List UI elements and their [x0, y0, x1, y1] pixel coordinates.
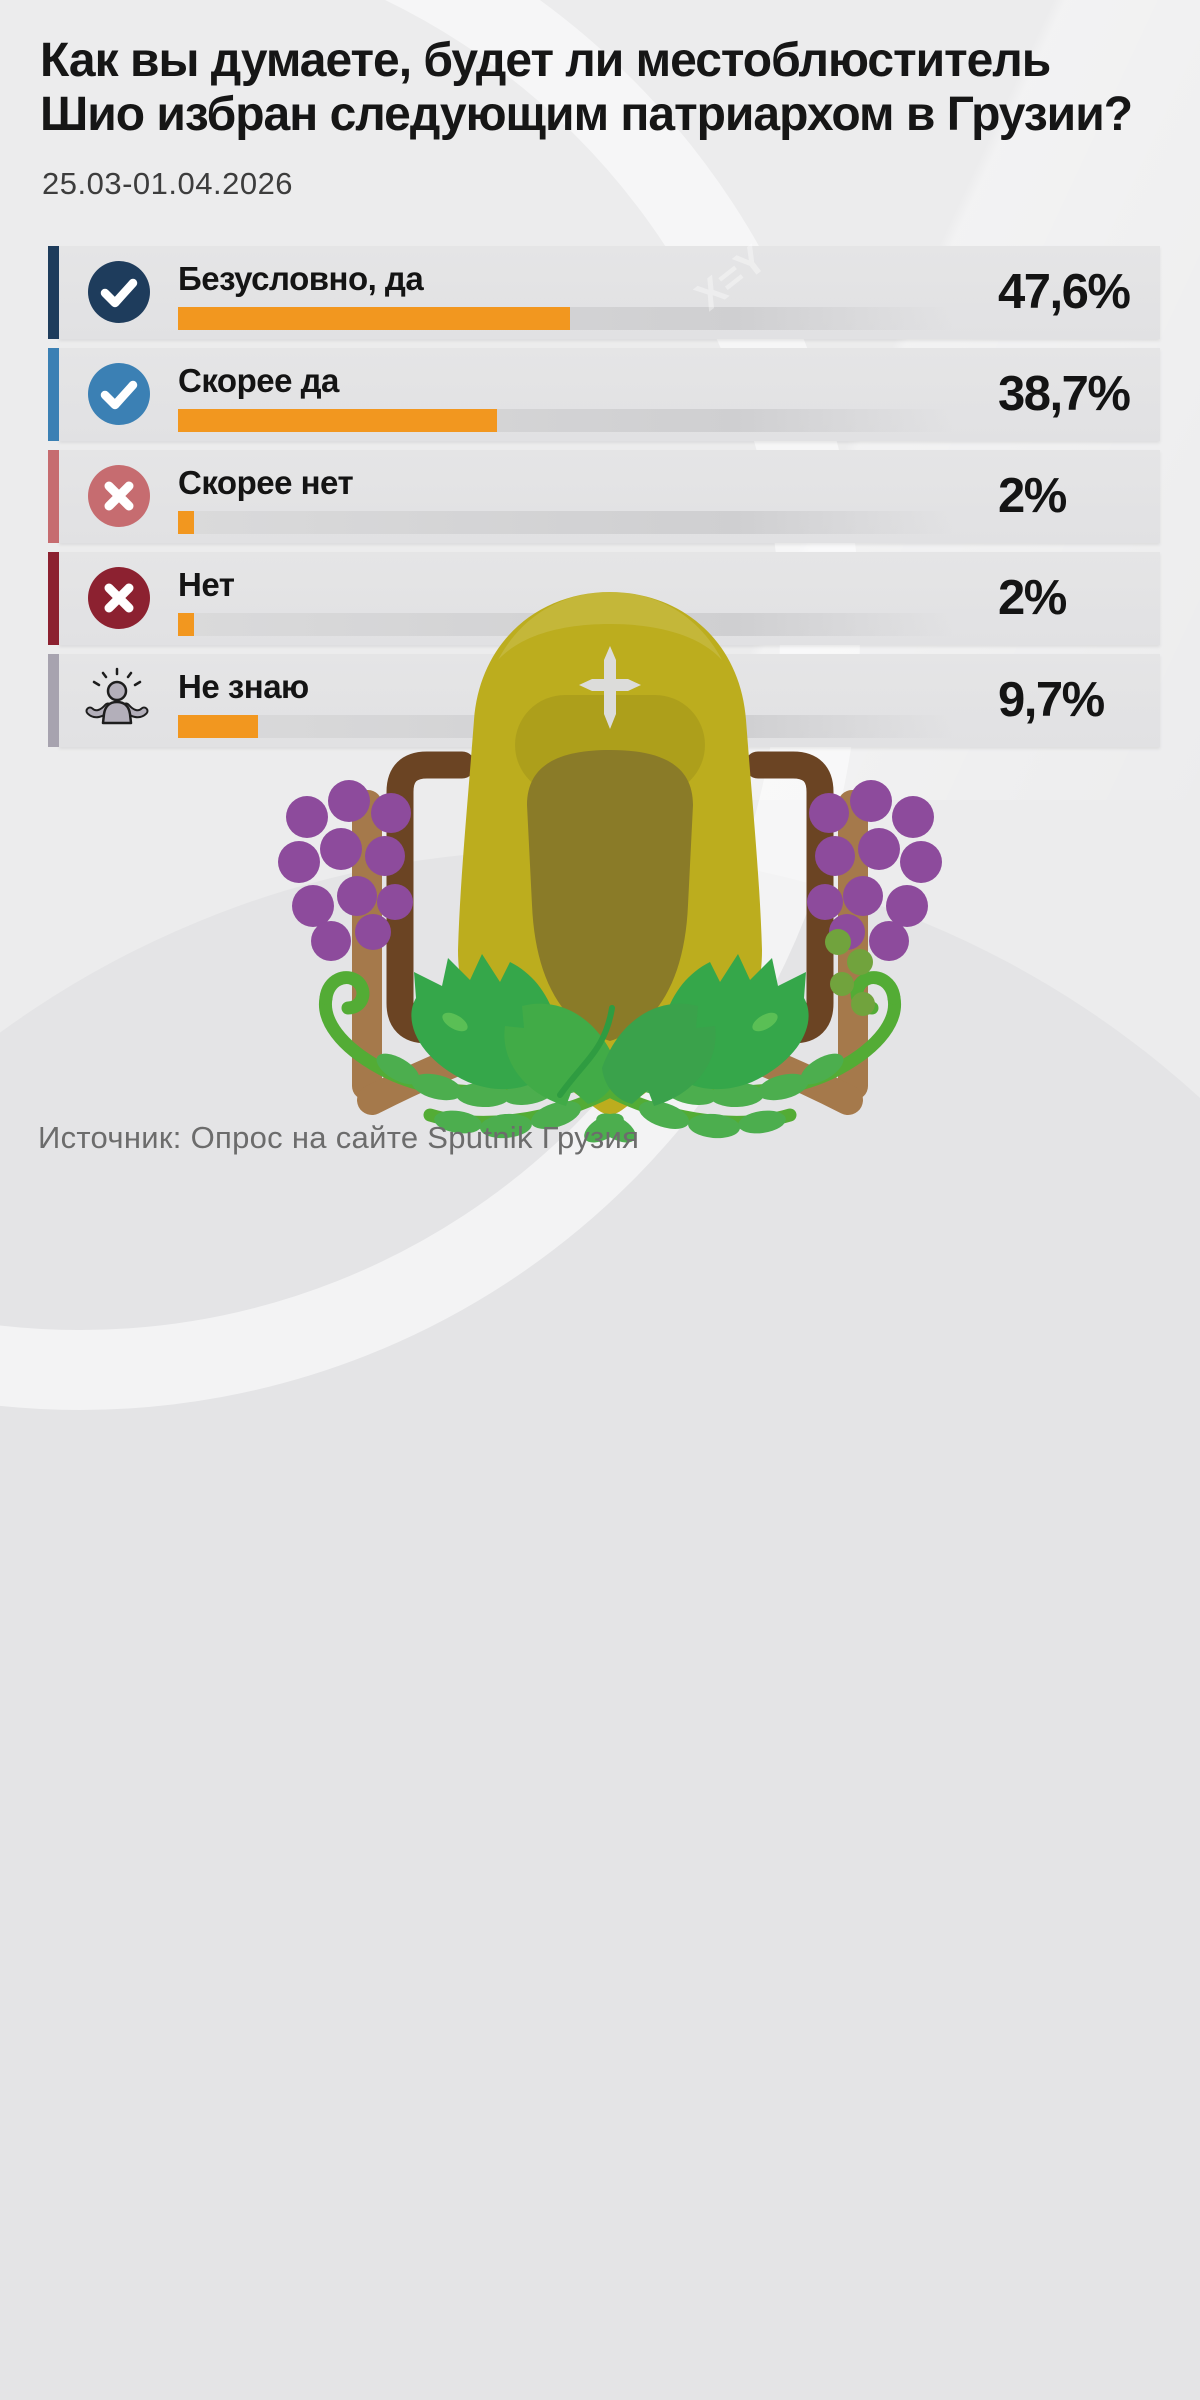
checkmark-icon — [88, 363, 150, 425]
answer-row-dont-know: Не знаю 9,7% — [40, 654, 1160, 747]
bar-fill — [178, 511, 195, 534]
row-accent-bar — [48, 450, 59, 543]
answer-percentage: 2% — [998, 469, 1067, 523]
bar-fill — [178, 307, 570, 330]
answer-label: Скорее да — [178, 362, 339, 399]
answer-label: Скорее нет — [178, 464, 354, 501]
bar-track — [178, 613, 953, 636]
bar-track — [178, 511, 953, 534]
answer-label: Безусловно, да — [178, 260, 424, 297]
row-accent-bar — [48, 246, 59, 339]
answer-row-definitely-yes: Безусловно, да 47,6% — [40, 246, 1160, 339]
poll-results-list: Безусловно, да 47,6% Скорее да 38,7% Ско… — [40, 246, 1160, 756]
shrug-icon — [85, 667, 149, 725]
answer-percentage: 9,7% — [998, 673, 1105, 727]
row-accent-bar — [48, 552, 59, 645]
answer-row-rather-yes: Скорее да 38,7% — [40, 348, 1160, 441]
answer-percentage: 47,6% — [998, 265, 1131, 319]
bar-track — [178, 307, 953, 330]
cross-icon — [88, 567, 150, 629]
answer-percentage: 38,7% — [998, 367, 1131, 421]
bar-fill — [178, 409, 497, 432]
source-caption: Источник: Опрос на сайте Sputnik Грузия — [38, 1120, 640, 1155]
bar-fill — [178, 613, 195, 636]
answer-percentage: 2% — [998, 571, 1067, 625]
page-title: Как вы думаете, будет ли местоблюститель… — [40, 34, 1133, 142]
row-accent-bar — [48, 348, 59, 441]
answer-row-no: Нет 2% — [40, 552, 1160, 645]
bar-fill — [178, 715, 258, 738]
answer-label: Не знаю — [178, 668, 309, 705]
answer-row-rather-no: Скорее нет 2% — [40, 450, 1160, 543]
date-range: 25.03-01.04.2026 — [42, 166, 294, 201]
cross-icon — [88, 465, 150, 527]
checkmark-icon — [88, 261, 150, 323]
bar-track — [178, 715, 953, 738]
bar-track — [178, 409, 953, 432]
row-accent-bar — [48, 654, 59, 747]
answer-label: Нет — [178, 566, 235, 603]
